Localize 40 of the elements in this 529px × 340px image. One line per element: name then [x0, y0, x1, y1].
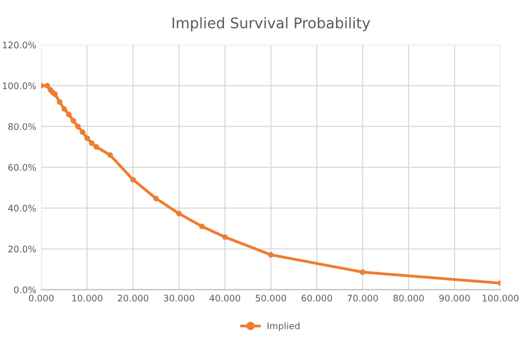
- point: [222, 234, 228, 240]
- y-tick-label: 40.0%: [8, 204, 36, 212]
- y-tick-label: 0.0%: [14, 286, 36, 294]
- point: [52, 91, 58, 98]
- legend-label: Implied: [268, 322, 300, 332]
- x-tick-label: 100.000: [482, 294, 518, 302]
- x-tick-label: 70.000: [348, 294, 378, 302]
- x-tick-label: 0.000: [28, 294, 54, 302]
- x-tick-label: 60.000: [302, 294, 332, 302]
- point: [130, 176, 136, 182]
- point: [75, 124, 81, 130]
- x-tick-label: 30.000: [164, 294, 194, 302]
- point: [88, 140, 95, 146]
- point: [61, 106, 67, 112]
- point: [360, 269, 366, 275]
- y-tick-label: 80.0%: [8, 123, 36, 130]
- point: [70, 118, 76, 124]
- point: [84, 135, 90, 141]
- line-series: [41, 82, 500, 286]
- point: [153, 196, 159, 202]
- y-tick-label: 120.0%: [2, 42, 36, 48]
- point: [199, 224, 205, 230]
- x-tick-label: 40.000: [210, 294, 240, 302]
- point: [176, 210, 182, 216]
- x-tick-label: 80.000: [393, 294, 424, 302]
- point: [66, 112, 72, 118]
- point: [107, 152, 113, 158]
- y-tick-label: 60.0%: [8, 164, 36, 171]
- x-tick-label: 20.000: [118, 294, 148, 302]
- y-tick-label: 100.0%: [2, 82, 36, 90]
- x-tick-label: 90.000: [439, 294, 470, 302]
- y-tick-label: 20.0%: [8, 246, 36, 252]
- point: [268, 252, 274, 258]
- point: [44, 82, 50, 88]
- point: [56, 99, 62, 105]
- x-tick-label: 50.000: [256, 294, 286, 302]
- chart-title: Implied Survival Probability: [172, 17, 370, 32]
- point: [94, 144, 100, 150]
- point: [80, 129, 86, 135]
- x-tick-label: 10.000: [72, 294, 102, 302]
